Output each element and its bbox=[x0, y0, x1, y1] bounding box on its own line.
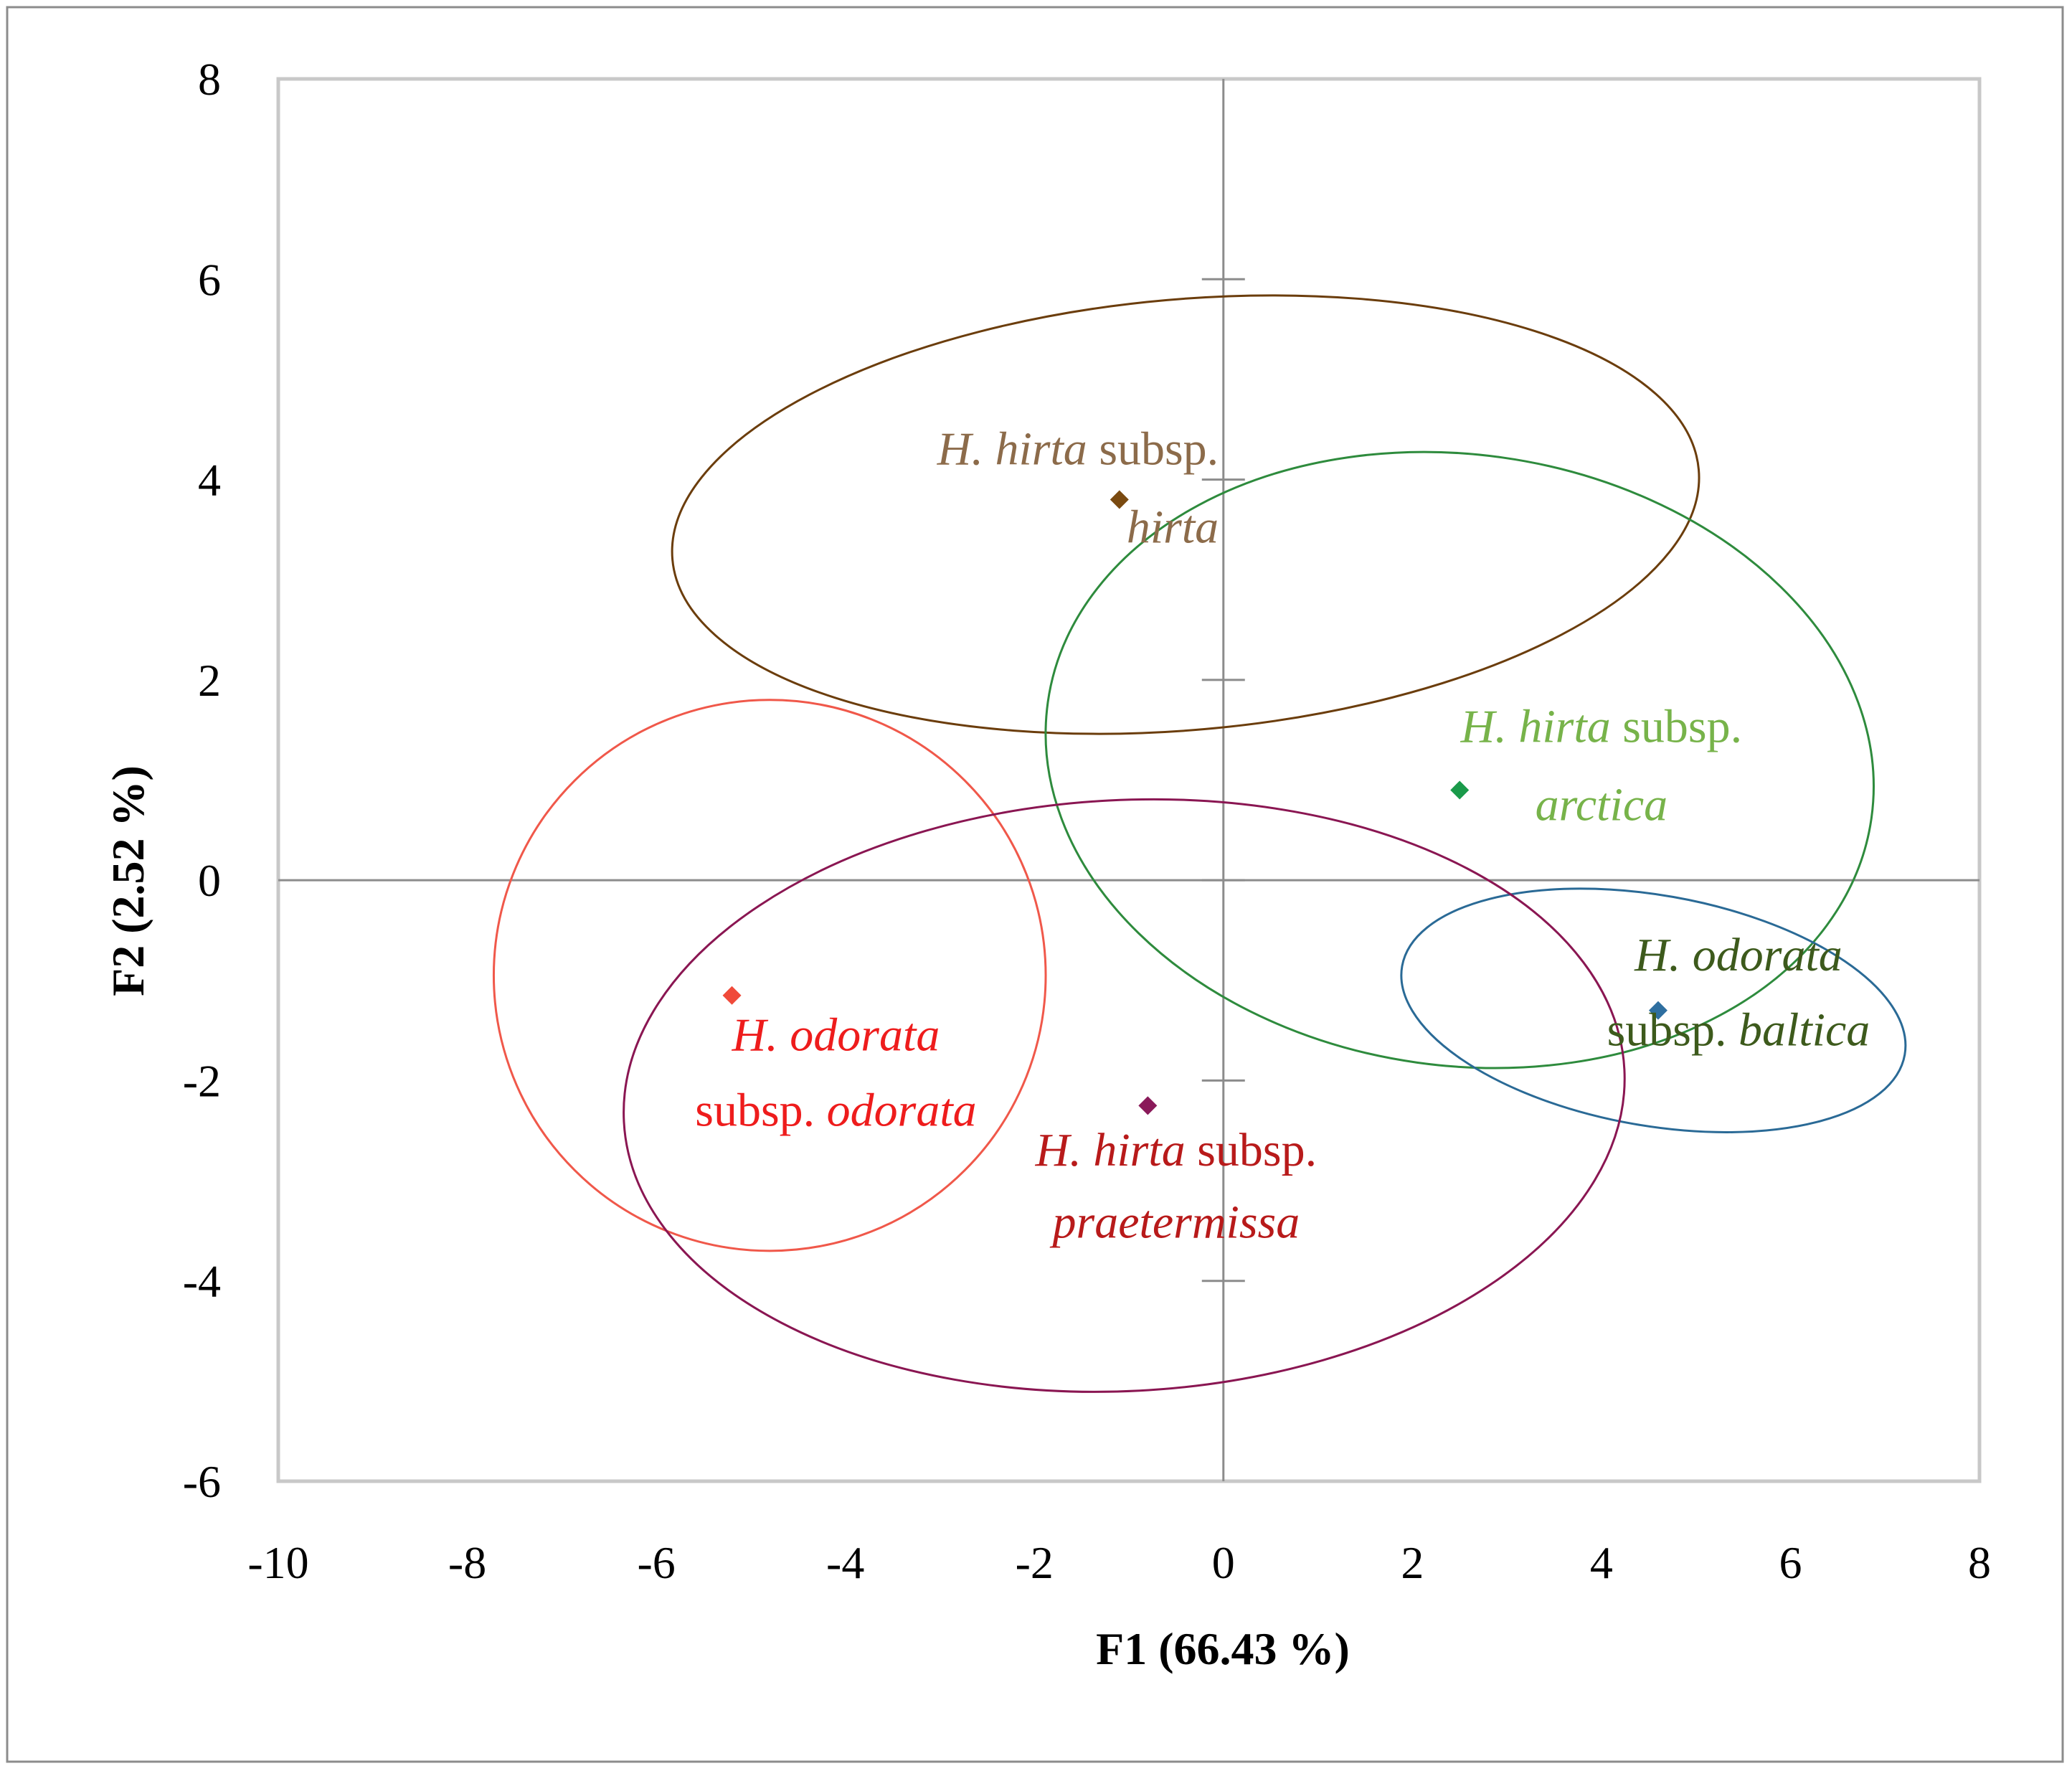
group-label-hirta-hirta: H. hirta subsp. hirta bbox=[937, 423, 1219, 554]
group-label-segment: subsp. bbox=[1611, 700, 1742, 752]
x-tick-label: -8 bbox=[448, 1537, 486, 1588]
group-label-segment: arctica bbox=[1536, 778, 1668, 831]
ellipse-odorata-odorata bbox=[492, 699, 1047, 1252]
y-axis-title: F2 (2.52 %) bbox=[103, 765, 153, 996]
centroid-marker-odorata-odorata bbox=[722, 986, 742, 1005]
group-label-segment: H. hirta bbox=[1035, 1124, 1186, 1176]
ellipse-hirta-hirta bbox=[671, 294, 1700, 735]
x-tick-label: -10 bbox=[247, 1537, 308, 1588]
y-tick-label: 0 bbox=[198, 855, 221, 906]
centroid-marker-hirta-praetermissa bbox=[1138, 1096, 1158, 1115]
group-label-odorata-baltica: H. odorata subsp. baltica bbox=[1607, 929, 1870, 1057]
group-label-segment: H. odorata bbox=[732, 1009, 940, 1062]
x-tick-label: 4 bbox=[1590, 1537, 1613, 1588]
group-label-segment: hirta bbox=[1127, 501, 1219, 554]
y-tick-label: 6 bbox=[198, 254, 221, 305]
y-tick-label: -6 bbox=[183, 1456, 221, 1507]
y-tick-label: 2 bbox=[198, 655, 221, 706]
plot-area-border bbox=[276, 77, 1982, 1483]
outer-frame bbox=[6, 6, 2064, 1763]
ellipse-hirta-arctica bbox=[1044, 450, 1875, 1069]
x-tick-label: -2 bbox=[1016, 1537, 1054, 1588]
group-label-odorata-odorata: H. odorata subsp. odorata bbox=[695, 1009, 976, 1137]
group-label-segment: subsp. bbox=[1186, 1124, 1317, 1176]
y-tick-label: -4 bbox=[183, 1256, 221, 1307]
group-label-segment: subsp. bbox=[1607, 1004, 1739, 1057]
centroid-marker-hirta-hirta bbox=[1110, 490, 1129, 509]
group-label-segment: H. hirta bbox=[1460, 700, 1611, 752]
group-label-segment: subsp. bbox=[1087, 423, 1219, 476]
x-tick-label: -6 bbox=[637, 1537, 675, 1588]
y-tick-label: 4 bbox=[198, 455, 221, 506]
y-tick-label: 8 bbox=[198, 54, 221, 105]
x-axis-title: F1 (66.43 %) bbox=[1096, 1623, 1350, 1674]
centroid-marker-odorata-baltica bbox=[1648, 1001, 1667, 1020]
ellipse-odorata-baltica bbox=[1400, 887, 1907, 1133]
group-label-segment: baltica bbox=[1739, 1004, 1870, 1057]
x-tick-label: 6 bbox=[1779, 1537, 1802, 1588]
group-label-segment: odorata bbox=[827, 1084, 977, 1136]
group-label-segment: subsp. bbox=[695, 1084, 826, 1136]
x-tick-label: -4 bbox=[826, 1537, 864, 1588]
group-label-hirta-arctica: H. hirta subsp. arctica bbox=[1460, 700, 1742, 831]
x-tick-label: 0 bbox=[1212, 1537, 1235, 1588]
group-label-segment: praetermissa bbox=[1050, 1196, 1300, 1249]
x-tick-label: 2 bbox=[1401, 1537, 1424, 1588]
group-label-segment: H. odorata bbox=[1634, 929, 1842, 981]
ellipse-hirta-praetermissa bbox=[623, 798, 1626, 1393]
centroid-marker-hirta-arctica bbox=[1450, 780, 1470, 800]
group-label-hirta-praetermissa: H. hirta subsp. praetermissa bbox=[1035, 1124, 1317, 1249]
x-tick-label: 8 bbox=[1968, 1537, 1991, 1588]
y-tick-label: -2 bbox=[183, 1055, 221, 1106]
group-label-segment: H. hirta bbox=[937, 423, 1087, 476]
